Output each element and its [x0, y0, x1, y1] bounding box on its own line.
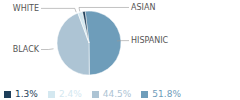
html-text:2.4%: 2.4%: [58, 89, 82, 99]
svg-text:ASIAN: ASIAN: [131, 3, 155, 12]
svg-text:BLACK: BLACK: [13, 45, 40, 54]
html-text:44.5%: 44.5%: [102, 89, 132, 99]
html-text:1.3%: 1.3%: [15, 89, 38, 99]
svg-text:HISPANIC: HISPANIC: [131, 36, 169, 45]
html-text:51.8%: 51.8%: [152, 89, 181, 99]
svg-text:WHITE: WHITE: [13, 4, 39, 13]
